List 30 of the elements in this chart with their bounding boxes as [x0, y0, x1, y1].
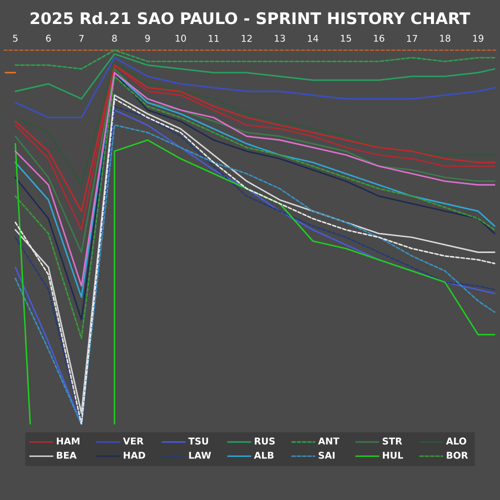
- x-tick-label: 14: [308, 34, 318, 42]
- x-tick-label: 5: [13, 34, 18, 42]
- x-tick-label: 7: [79, 34, 84, 42]
- chart-title: 2025 Rd.21 SAO PAULO - SPRINT HISTORY CHART: [30, 12, 470, 24]
- x-tick-label: 18: [440, 34, 450, 42]
- x-tick-label: 19: [473, 34, 484, 42]
- x-tick-label: 15: [340, 34, 351, 42]
- legend-label: RUS: [254, 438, 275, 445]
- x-tick-label: 13: [274, 34, 285, 42]
- x-tick-label: 17: [407, 34, 418, 42]
- x-tick-label: 9: [145, 34, 150, 42]
- legend-label: HUL: [382, 452, 404, 459]
- legend-label: BEA: [56, 452, 77, 459]
- legend-label: ANT: [318, 438, 340, 444]
- legend-label: BOR: [446, 452, 468, 459]
- x-tick-label: 16: [374, 34, 384, 42]
- legend-label: HAD: [124, 452, 146, 459]
- legend-label: ALB: [254, 452, 274, 459]
- legend-label: ALO: [446, 438, 466, 445]
- x-tick-label: 12: [242, 34, 252, 42]
- legend-label: SAI: [318, 452, 335, 459]
- legend-label: VER: [122, 438, 144, 444]
- x-tick-label: 8: [112, 34, 117, 42]
- x-tick-label: 11: [208, 34, 219, 42]
- x-tick-label: 10: [176, 34, 186, 42]
- legend-label: HAM: [56, 438, 80, 444]
- legend-label: LAW: [189, 452, 211, 459]
- x-tick-label: 6: [46, 34, 51, 42]
- legend-label: TSU: [188, 438, 208, 445]
- legend-label: STR: [382, 438, 402, 445]
